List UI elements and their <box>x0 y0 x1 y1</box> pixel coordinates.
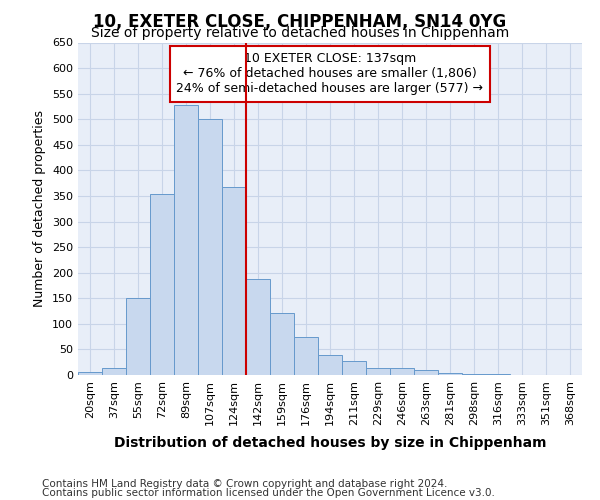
Bar <box>102 368 126 375</box>
Y-axis label: Number of detached properties: Number of detached properties <box>34 110 46 307</box>
Bar <box>318 354 342 375</box>
Text: 10 EXETER CLOSE: 137sqm
← 76% of detached houses are smaller (1,806)
24% of semi: 10 EXETER CLOSE: 137sqm ← 76% of detache… <box>176 52 484 96</box>
Bar <box>486 374 510 375</box>
Bar <box>246 279 270 375</box>
Bar <box>78 372 102 375</box>
Bar <box>438 374 462 375</box>
Bar <box>270 312 294 375</box>
Bar <box>126 298 150 375</box>
Bar <box>198 118 222 375</box>
Text: Size of property relative to detached houses in Chippenham: Size of property relative to detached ho… <box>91 26 509 40</box>
Bar <box>414 370 438 375</box>
Text: Contains HM Land Registry data © Crown copyright and database right 2024.: Contains HM Land Registry data © Crown c… <box>42 479 448 489</box>
Text: 10, EXETER CLOSE, CHIPPENHAM, SN14 0YG: 10, EXETER CLOSE, CHIPPENHAM, SN14 0YG <box>94 12 506 30</box>
Bar <box>222 188 246 375</box>
Bar <box>366 368 390 375</box>
Text: Contains public sector information licensed under the Open Government Licence v3: Contains public sector information licen… <box>42 488 495 498</box>
Bar <box>174 105 198 375</box>
Bar <box>390 368 414 375</box>
Bar <box>150 194 174 375</box>
Bar <box>462 374 486 375</box>
Bar <box>294 336 318 375</box>
Bar <box>342 361 366 375</box>
X-axis label: Distribution of detached houses by size in Chippenham: Distribution of detached houses by size … <box>114 436 546 450</box>
